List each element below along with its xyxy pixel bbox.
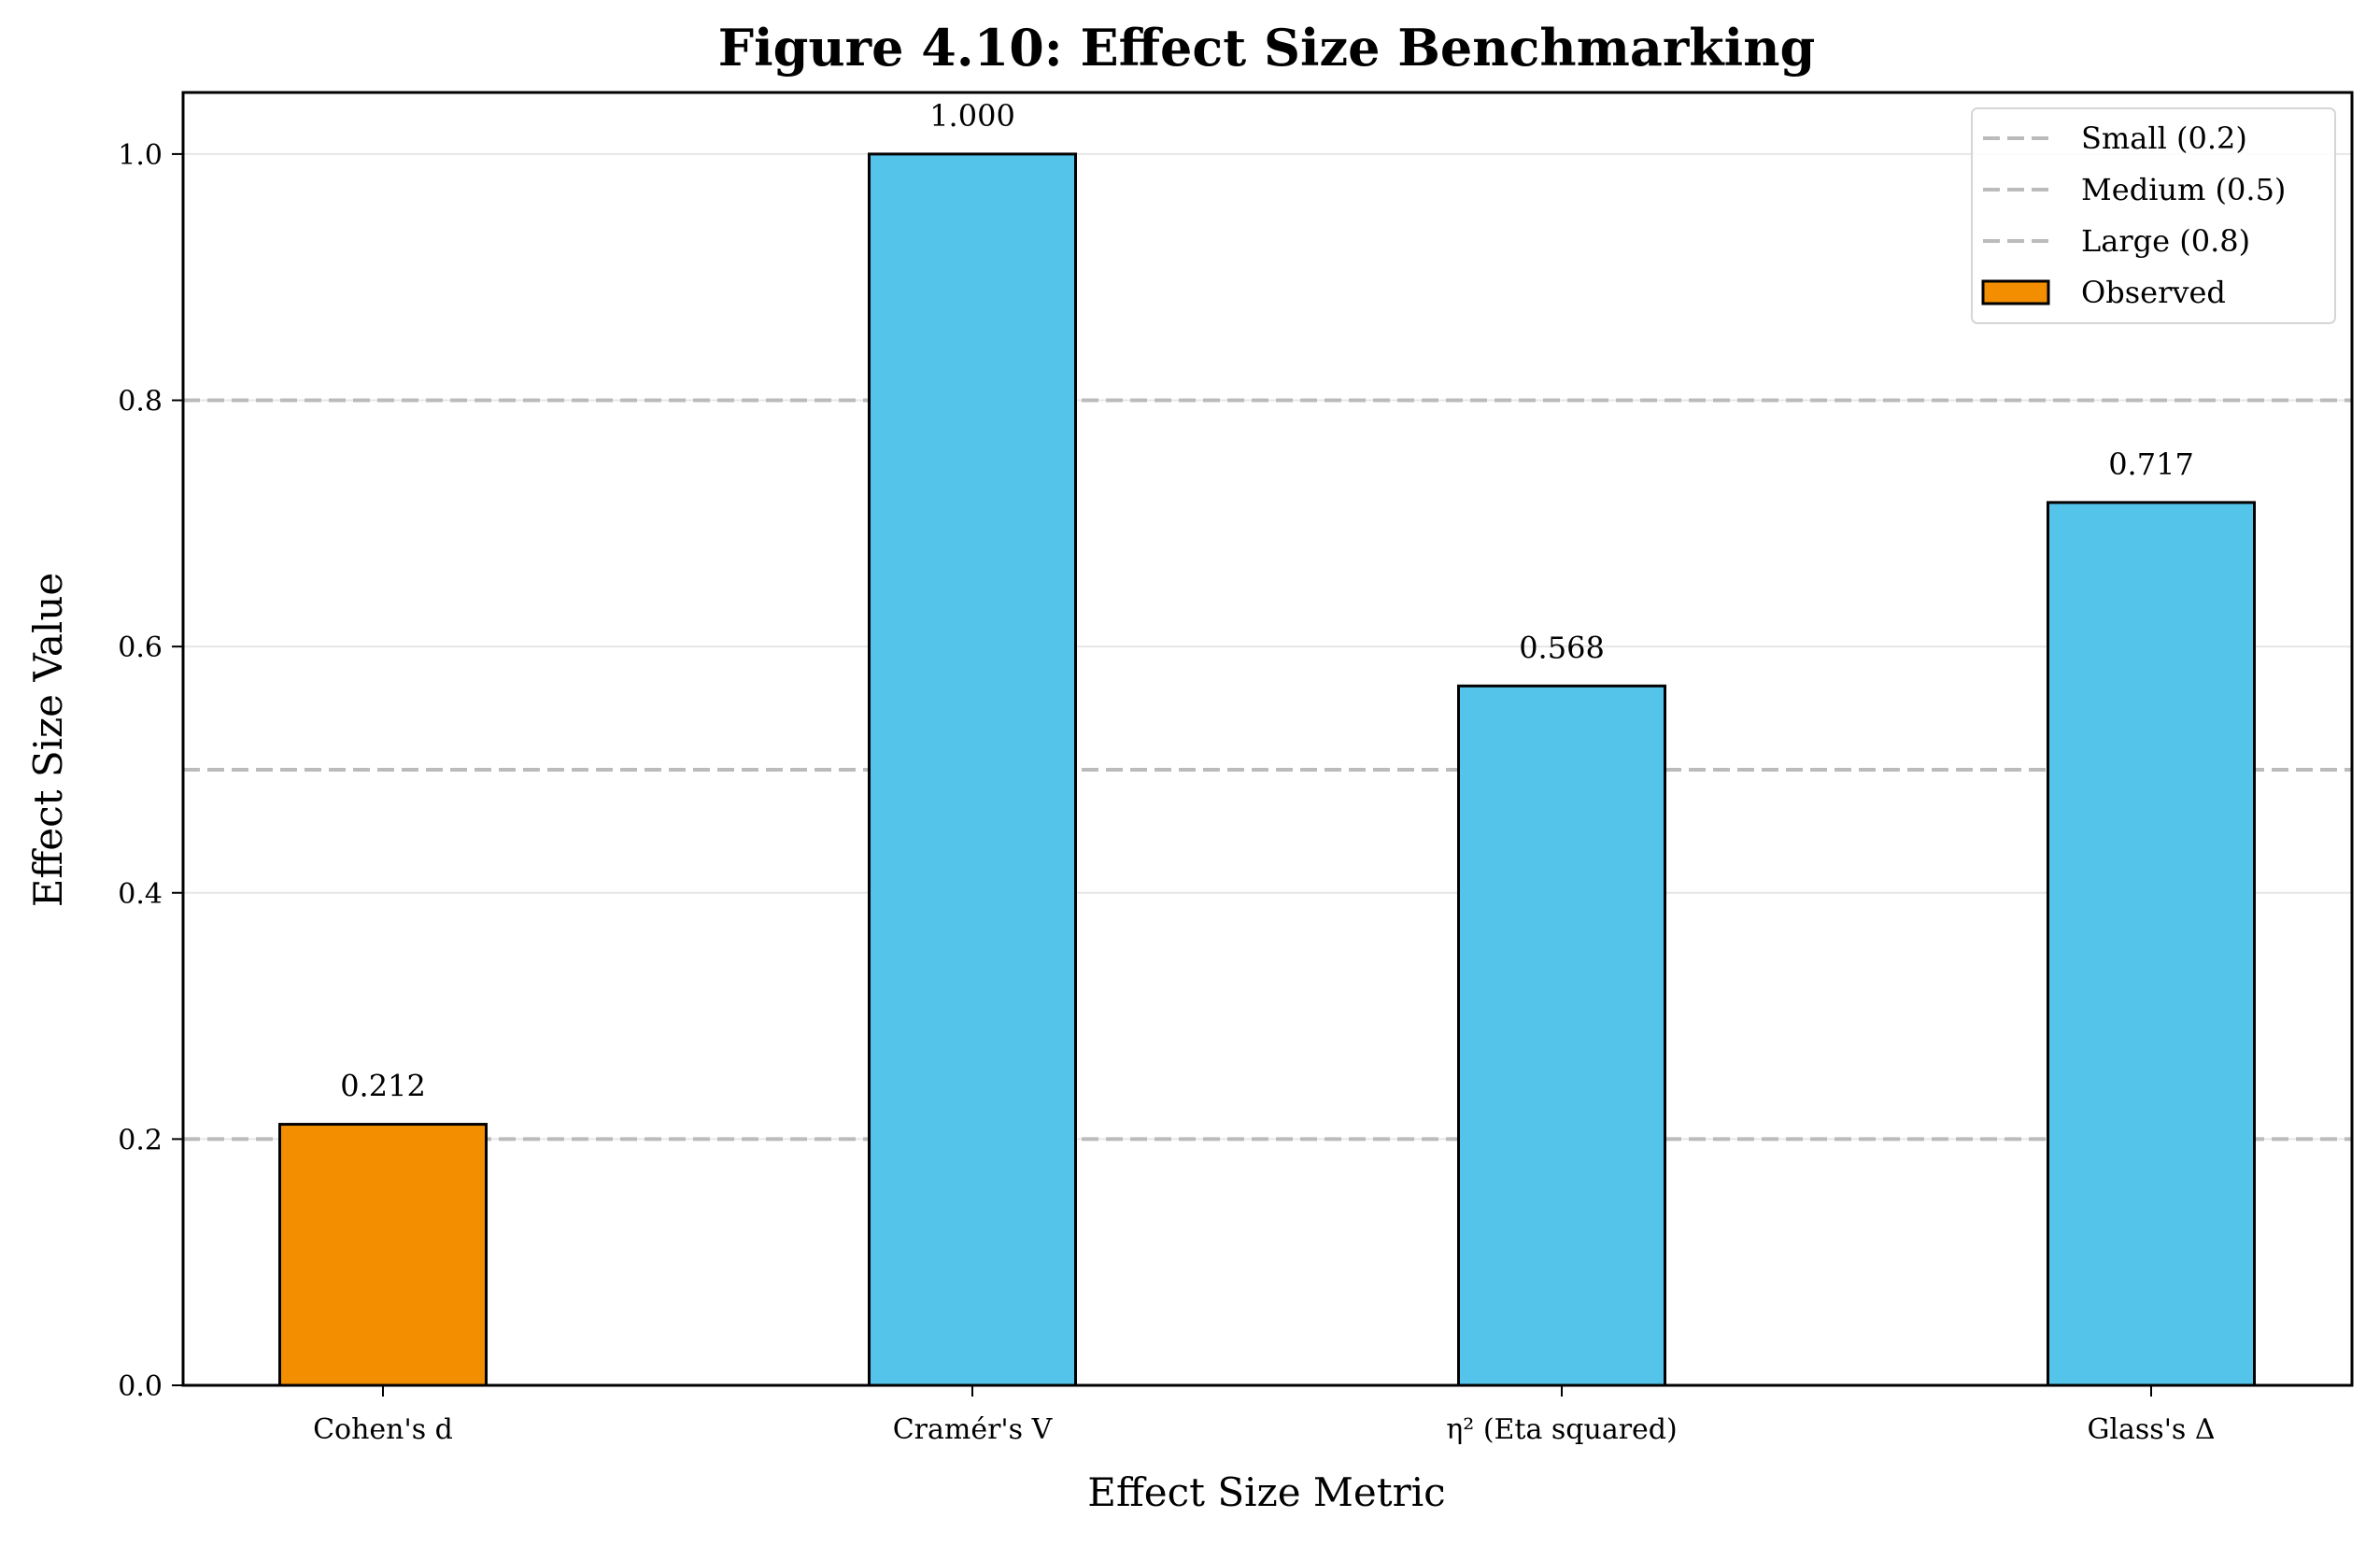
- legend-label: Small (0.2): [2081, 121, 2247, 156]
- bar: [2047, 501, 2256, 1387]
- bar: [278, 1123, 488, 1387]
- y-tick-label: 0.6: [118, 631, 163, 664]
- y-tick-label: 0.4: [118, 878, 163, 911]
- legend-label: Observed: [2081, 275, 2226, 310]
- legend-bar-swatch: [1981, 279, 2050, 305]
- data-label: 0.717: [2108, 447, 2194, 482]
- x-tick-label: η² (Eta squared): [1446, 1413, 1677, 1446]
- data-label: 0.568: [1519, 630, 1605, 665]
- y-tick-label: 1.0: [118, 139, 163, 172]
- data-label: 0.212: [340, 1069, 426, 1104]
- y-tick-label: 0.0: [118, 1370, 163, 1403]
- bar: [1457, 684, 1666, 1387]
- x-tick-label: Cramér's V: [893, 1413, 1054, 1446]
- y-tick-label: 0.2: [118, 1124, 163, 1156]
- y-axis-label: Effect Size Value: [25, 573, 71, 908]
- legend-label: Medium (0.5): [2081, 172, 2286, 207]
- bar: [868, 152, 1077, 1387]
- legend: Small (0.2) Medium (0.5) Large (0.8) Observ…: [1971, 107, 2336, 324]
- x-tick-label: Glass's Δ: [2087, 1413, 2215, 1446]
- plot-area: 0.212 Cohen's d 1.000 Cramér's V 0.568 η² (Et…: [118, 91, 2354, 1446]
- legend-box: [1971, 107, 2336, 324]
- y-tick-label: 0.8: [118, 386, 163, 418]
- plot-frame: [181, 91, 2354, 1387]
- legend-label: Large (0.8): [2081, 223, 2250, 259]
- chart-title: Figure 4.10: Effect Size Benchmarking: [718, 18, 1815, 78]
- x-tick-label: Cohen's d: [313, 1413, 453, 1446]
- data-label: 1.000: [929, 98, 1015, 134]
- x-axis-label: Effect Size Metric: [1087, 1469, 1445, 1515]
